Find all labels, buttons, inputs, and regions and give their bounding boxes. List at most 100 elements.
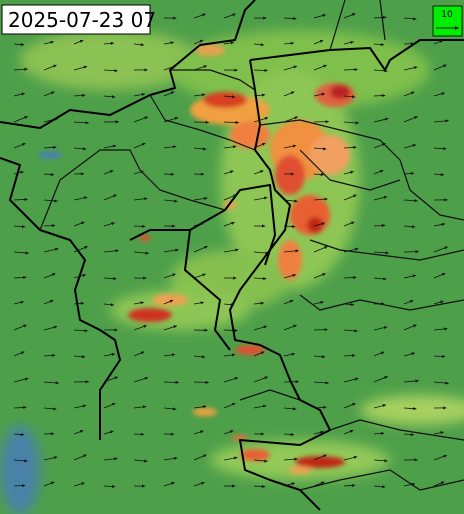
wind-arrow [103, 41, 115, 45]
wind-arrow [73, 39, 84, 45]
wind-arrow [43, 299, 54, 305]
wind-arrow [133, 224, 146, 228]
wind-arrow [373, 195, 388, 201]
wind-arrow [283, 273, 297, 279]
timestamp-box: 2025-07-23 07 [1, 4, 156, 35]
wind-arrow [193, 380, 209, 384]
wind-arrow [163, 353, 176, 357]
wind-arrow [193, 221, 205, 227]
wind-arrow [403, 66, 418, 71]
wind-arrow [373, 404, 387, 409]
wind-arrow [163, 407, 177, 411]
wind-arrow [223, 328, 238, 333]
wind-arrow [103, 194, 117, 201]
wind-arrow [403, 144, 417, 149]
wind-arrow [223, 353, 236, 357]
wind-arrow [103, 170, 114, 175]
wind-arrow [223, 95, 236, 99]
wind-arrow [133, 351, 145, 357]
wind-arrow [43, 40, 54, 45]
wind-arrow [73, 404, 87, 409]
wind-arrow [433, 222, 446, 227]
wind-arrow [13, 42, 25, 47]
wind-arrow [43, 456, 58, 461]
wind-arrow [283, 352, 295, 357]
wind-arrow [283, 91, 295, 97]
wind-arrow [13, 67, 28, 71]
wind-arrow [163, 41, 174, 45]
wind-arrow [313, 246, 328, 253]
wind-arrow [313, 64, 327, 71]
wind-arrow [313, 381, 329, 385]
wind-arrow [223, 41, 234, 45]
wind-arrow [13, 459, 28, 463]
wind-arrow [133, 170, 144, 175]
wind-arrow [73, 246, 88, 253]
wind-arrow [223, 221, 235, 227]
wind-arrow [13, 275, 27, 280]
wind-arrow [193, 245, 208, 253]
wind-arrow [283, 324, 297, 331]
wind-arrow [343, 13, 356, 19]
wind-arrow [343, 170, 354, 175]
wind-arrow [103, 249, 119, 253]
wind-arrow [223, 170, 234, 175]
wind-arrow [373, 15, 387, 20]
wind-arrow [193, 39, 204, 45]
wind-arrow [133, 405, 147, 409]
wind-arrow [163, 91, 175, 97]
wind-arrow [313, 13, 327, 19]
wind-arrow [433, 119, 449, 123]
wind-arrow [223, 402, 236, 409]
wind-arrow [223, 377, 239, 383]
wind-arrow [373, 277, 387, 281]
wind-arrow [373, 93, 386, 98]
wind-arrow [193, 93, 206, 97]
wind-arrow [253, 301, 264, 305]
wind-arrow [343, 429, 354, 435]
wind-arrow [223, 430, 234, 435]
legend-label: 10 [441, 10, 453, 20]
wind-arrow [163, 145, 177, 149]
wind-arrow [433, 481, 445, 487]
wind-arrow [343, 302, 355, 307]
wind-arrow [313, 328, 328, 332]
wind-arrow [283, 457, 298, 461]
wind-arrow [343, 403, 356, 409]
wind-arrow [373, 69, 388, 73]
wind-arrow [283, 65, 298, 71]
wind-arrow [403, 91, 415, 97]
wind-arrow [13, 116, 28, 123]
wind-arrow [163, 481, 175, 487]
wind-arrow [253, 196, 268, 201]
wind-arrow [43, 381, 59, 385]
wind-arrow [43, 199, 58, 203]
wind-arrow [43, 247, 59, 253]
wind-arrow [283, 482, 295, 487]
wind-arrow [13, 300, 24, 305]
wind-arrow [193, 454, 207, 461]
wind-arrow [13, 324, 27, 331]
wind-arrow [103, 352, 116, 357]
wind-arrow [103, 69, 118, 73]
wind-arrow [13, 405, 27, 410]
wind-arrow [343, 483, 356, 488]
wind-arrow [193, 196, 208, 201]
wind-arrow [253, 43, 265, 47]
wind-arrow [343, 194, 357, 201]
wind-arrow [193, 301, 204, 305]
wind-arrow [283, 199, 298, 203]
wind-arrow [163, 325, 178, 331]
wind-arrow [343, 329, 358, 333]
wind-arrow [43, 145, 57, 150]
wind-arrow [373, 169, 384, 175]
wind-arrow [313, 300, 324, 305]
wind-arrow [343, 95, 356, 99]
wind-arrow [373, 459, 388, 463]
wind-arrow [253, 484, 266, 489]
wind-arrow [343, 121, 359, 125]
wind-arrow [163, 64, 177, 71]
wind-arrow [253, 325, 268, 331]
wind-arrow [133, 43, 145, 47]
wind-arrow [43, 481, 55, 487]
